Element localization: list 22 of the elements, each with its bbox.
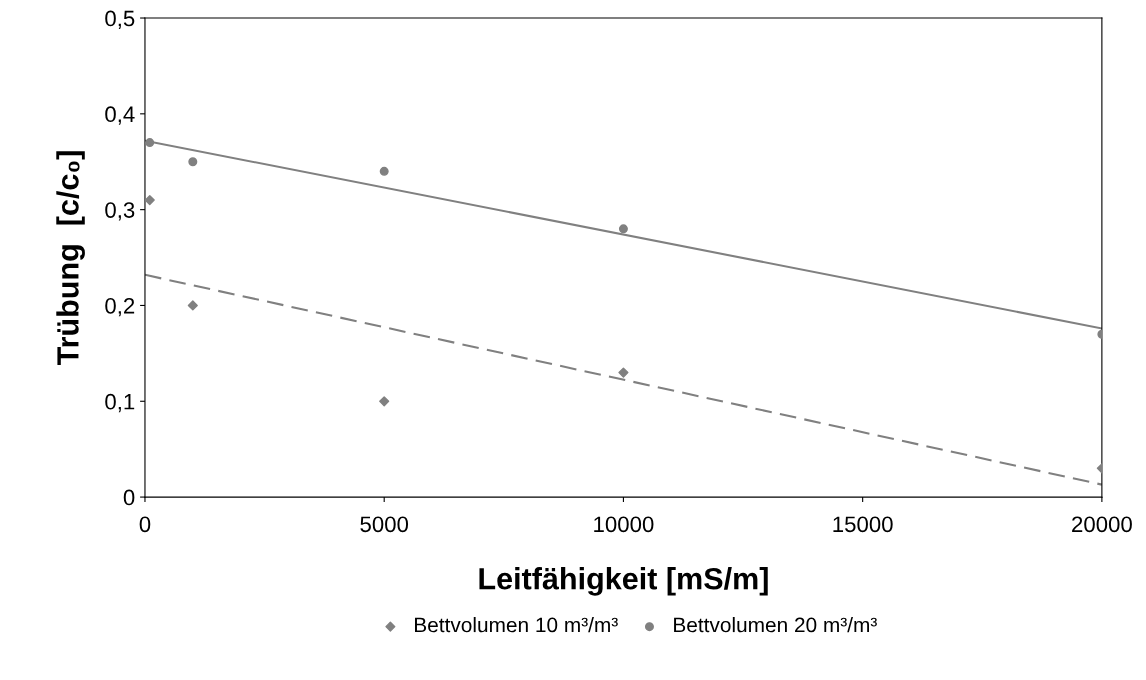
y-tick-label: 0,3 — [105, 202, 135, 221]
y-tick-label: 0 — [123, 489, 135, 506]
point — [188, 157, 198, 167]
point — [379, 396, 390, 407]
x-tick-label: 0 — [139, 516, 151, 533]
legend-label: Bettvolumen 10 m³/m³ — [415, 617, 618, 633]
y-tick-label: 0,4 — [105, 106, 135, 125]
point — [187, 300, 198, 311]
y-axis-title: Trübung [c/c₀] — [56, 151, 85, 366]
y-tick-label: 0,2 — [105, 297, 135, 317]
x-tick-label: 20000 — [1072, 516, 1132, 533]
x-axis-title: Leitfähigkeit [mS/m] — [479, 567, 768, 596]
x-tick-label: 15000 — [833, 516, 893, 533]
point — [618, 224, 628, 234]
point — [379, 166, 389, 176]
point — [145, 138, 155, 148]
x-tick-label: 5000 — [360, 516, 409, 533]
point — [618, 367, 629, 378]
legend-label: Bettvolumen 20 m³/m³ — [674, 617, 877, 633]
y-tick-label: 0,5 — [105, 10, 135, 29]
x-tick-label: 10000 — [594, 516, 654, 533]
y-tick-label: 0,1 — [105, 393, 135, 413]
